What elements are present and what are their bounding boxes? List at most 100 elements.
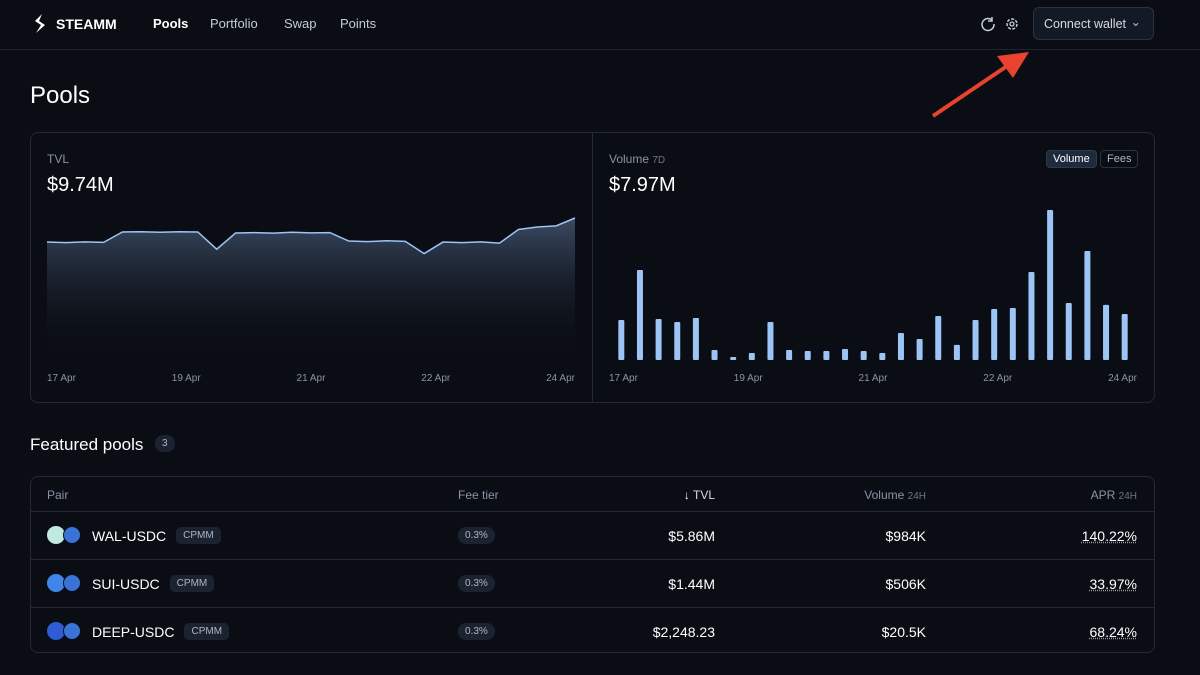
chevron: ⌄ [1130,15,1141,29]
x-axis: 17 Apr 19 Apr 21 Apr 22 Apr 24 Apr [609,373,1137,384]
settings-button[interactable] [1004,16,1020,32]
bar [823,350,830,360]
fee-badge: 0.3% [458,527,495,544]
nav-link[interactable]: Pools [153,16,189,31]
suffix: 24H [907,491,926,502]
x-tick-label: 21 Apr [296,373,326,384]
refresh-button[interactable] [980,16,996,32]
button-label: Connect wallet [1044,17,1126,31]
volume: $984K [885,528,926,544]
nav-link[interactable]: Swap [284,16,317,31]
x-tick-label: 24 Apr [546,373,575,384]
col-header: Pair [47,488,69,502]
nav-link[interactable]: Portfolio [210,16,258,31]
subtitle: 7D [652,155,666,166]
col-header: APR 24H [987,488,1137,502]
bar [1047,210,1054,360]
bar [860,350,867,360]
bar [767,321,774,360]
sort-icon: ↓ [683,488,690,502]
section-title: Featured pools [30,435,144,454]
connect-wallet-button[interactable]: Connect wallet ⌄ [1033,7,1154,40]
bar [935,316,942,360]
bar [692,318,699,360]
token-icon [63,622,81,640]
bar [1028,271,1035,360]
x-tick-label: 22 Apr [421,373,451,384]
x-tick-label: 19 Apr [171,373,201,384]
bar [674,321,681,360]
token-icon [63,526,81,544]
bar [618,320,625,360]
tvl: $5.86M [668,528,715,544]
bar [879,352,886,360]
bar [655,319,662,360]
volume: $506K [885,576,926,592]
x-axis: 17 Apr 19 Apr 21 Apr 22 Apr 24 Apr [47,373,575,384]
fee-badge: 0.3% [458,575,495,592]
bar [1121,313,1128,360]
bar [897,332,904,360]
toggle-volume[interactable]: Volume [1046,150,1097,168]
bar [991,309,998,360]
bar [953,344,960,360]
col-header[interactable]: ↓ TVL [615,488,715,502]
chart-headline: $7.97M [609,174,676,196]
bar [1103,304,1110,360]
col-header: Fee tier [458,488,499,502]
suffix: 24H [1118,491,1137,502]
count-badge: 3 [155,435,175,452]
brand: STEAMM [56,16,117,32]
area [47,218,575,360]
label: TVL [692,488,715,502]
charts-card [30,132,1155,403]
bar [786,350,793,360]
type-badge: CPMM [176,527,221,544]
tvl: $2,248.23 [652,624,715,640]
toggle-fees[interactable]: Fees [1100,150,1139,168]
bar [1065,302,1072,360]
pair: SUI-USDC [92,576,160,592]
token-icon [63,574,81,592]
pair: DEEP-USDC [92,624,175,640]
bar [804,350,811,360]
table-row[interactable]: WAL-USDC CPMM 0.3% $5.86M $984K 140.22% [31,511,1154,559]
apr[interactable]: 33.97% [1089,576,1137,592]
apr[interactable]: 140.22% [1081,528,1137,544]
tvl: $1.44M [668,576,715,592]
token-icon [47,526,65,544]
apr[interactable]: 68.24% [1089,624,1137,640]
bar [916,339,923,360]
line [46,217,576,255]
bar [636,270,643,360]
token-icon [47,574,65,592]
divider [592,133,593,402]
pools-table: Pair Fee tier ↓ TVL Volume 24H APR 24H W… [30,476,1155,653]
page-title: Pools [30,82,91,109]
table-row[interactable]: DEEP-USDC CPMM 0.3% $2,248.23 $20.5K 68.24% [31,607,1154,655]
x-tick-label: 17 Apr [47,373,76,384]
bar [1009,308,1016,360]
volume: $20.5K [881,624,926,640]
bar [748,352,755,360]
bar [711,350,718,360]
nav-link[interactable]: Points [340,16,377,31]
red-arrow [931,52,1029,118]
table-row[interactable]: SUI-USDC CPMM 0.3% $1.44M $506K 33.97% [31,559,1154,607]
type-badge: CPMM [184,623,230,640]
label: APR [1090,488,1116,502]
type-badge: CPMM [169,575,215,592]
bar [972,320,979,360]
x-tick-label: 22 Apr [983,373,1013,384]
pair: WAL-USDC [92,528,167,544]
x-tick-label: 19 Apr [733,373,763,384]
chart-title: Volume 7D [609,152,665,166]
header: STEAMM Pools Portfolio Swap Points Conne… [0,0,1200,50]
title: Volume [609,152,650,166]
bar [1084,250,1091,360]
chart-headline: $9.74M [47,174,114,196]
token-icon [47,622,65,640]
bar [842,349,849,360]
